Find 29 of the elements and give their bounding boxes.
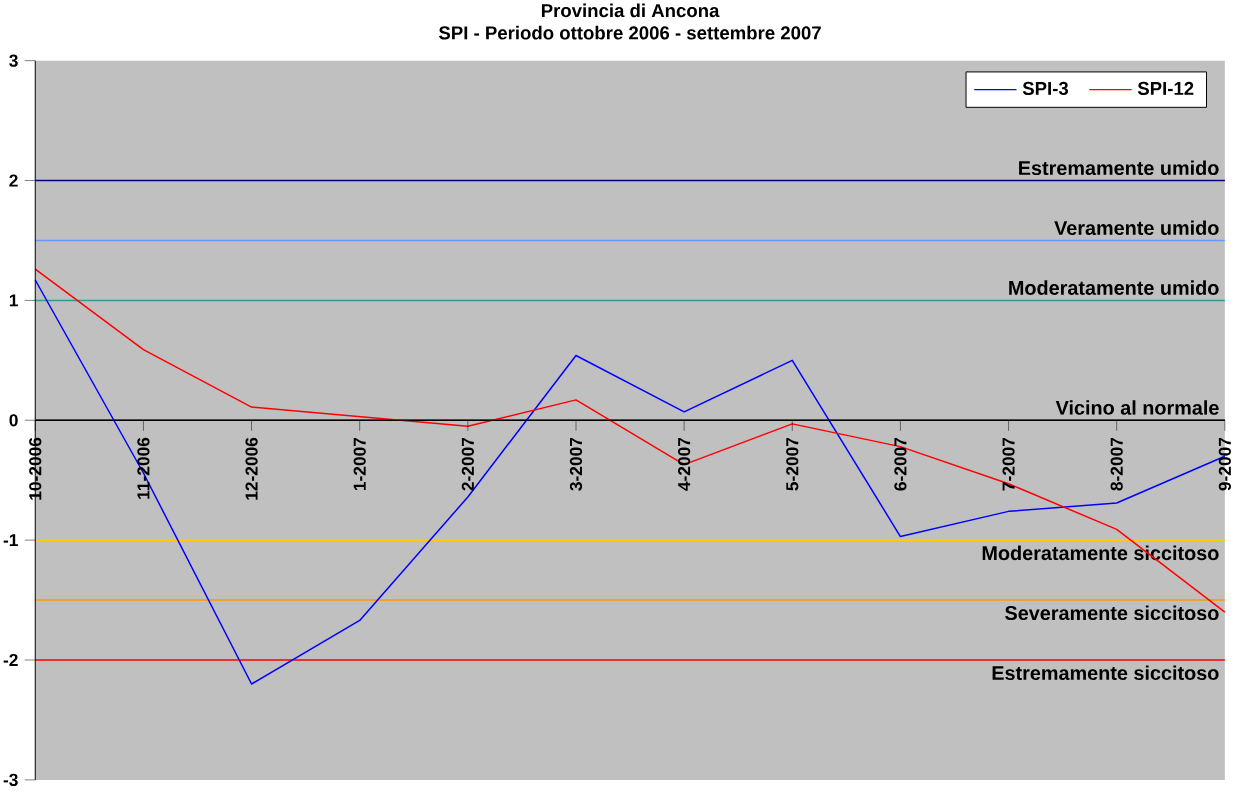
- chart-subtitle: SPI - Periodo ottobre 2006 - settembre 2007: [438, 25, 821, 40]
- y-tick-label: 2: [9, 174, 18, 187]
- x-tick-label: 1-2007: [353, 437, 366, 491]
- legend-label: SPI-3: [1022, 81, 1069, 96]
- ref-line-label: Vicino al normale: [1055, 400, 1219, 415]
- ref-line-label: Estremamente siccitoso: [992, 665, 1219, 681]
- x-tick-label: 3-2007: [569, 437, 583, 491]
- ref-line-label: Veramente umido: [1054, 220, 1219, 235]
- y-tick-label: 3: [9, 54, 18, 67]
- legend-label: SPI-12: [1137, 81, 1194, 96]
- chart-title: Provincia di Ancona: [541, 3, 720, 18]
- y-tick-label: -2: [3, 653, 18, 667]
- ref-line-label: Estremamente umido: [1019, 160, 1219, 176]
- y-tick-label: 0: [9, 414, 18, 427]
- x-tick-label: 9-2007: [1218, 437, 1231, 491]
- y-tick-label: 1: [9, 294, 18, 307]
- x-tick-label: 12-2006: [245, 437, 258, 500]
- x-tick-label: 8-2007: [1110, 437, 1123, 491]
- x-tick-label: 5-2007: [786, 437, 799, 491]
- x-tick-label: 4-2007: [678, 437, 691, 491]
- x-tick-label: 6-2007: [894, 437, 907, 491]
- x-tick-label: 11-2006: [137, 437, 150, 499]
- x-tick-label: 7-2007: [1002, 437, 1015, 491]
- x-tick-label: 2-2007: [461, 437, 474, 491]
- ref-line-label: Moderatamente umido: [1009, 280, 1219, 295]
- x-tick-label: 10-2006: [29, 437, 42, 500]
- y-tick-label: -1: [3, 534, 18, 547]
- y-tick-label: -3: [3, 773, 18, 787]
- ref-line-label: Severamente siccitoso: [1005, 605, 1219, 621]
